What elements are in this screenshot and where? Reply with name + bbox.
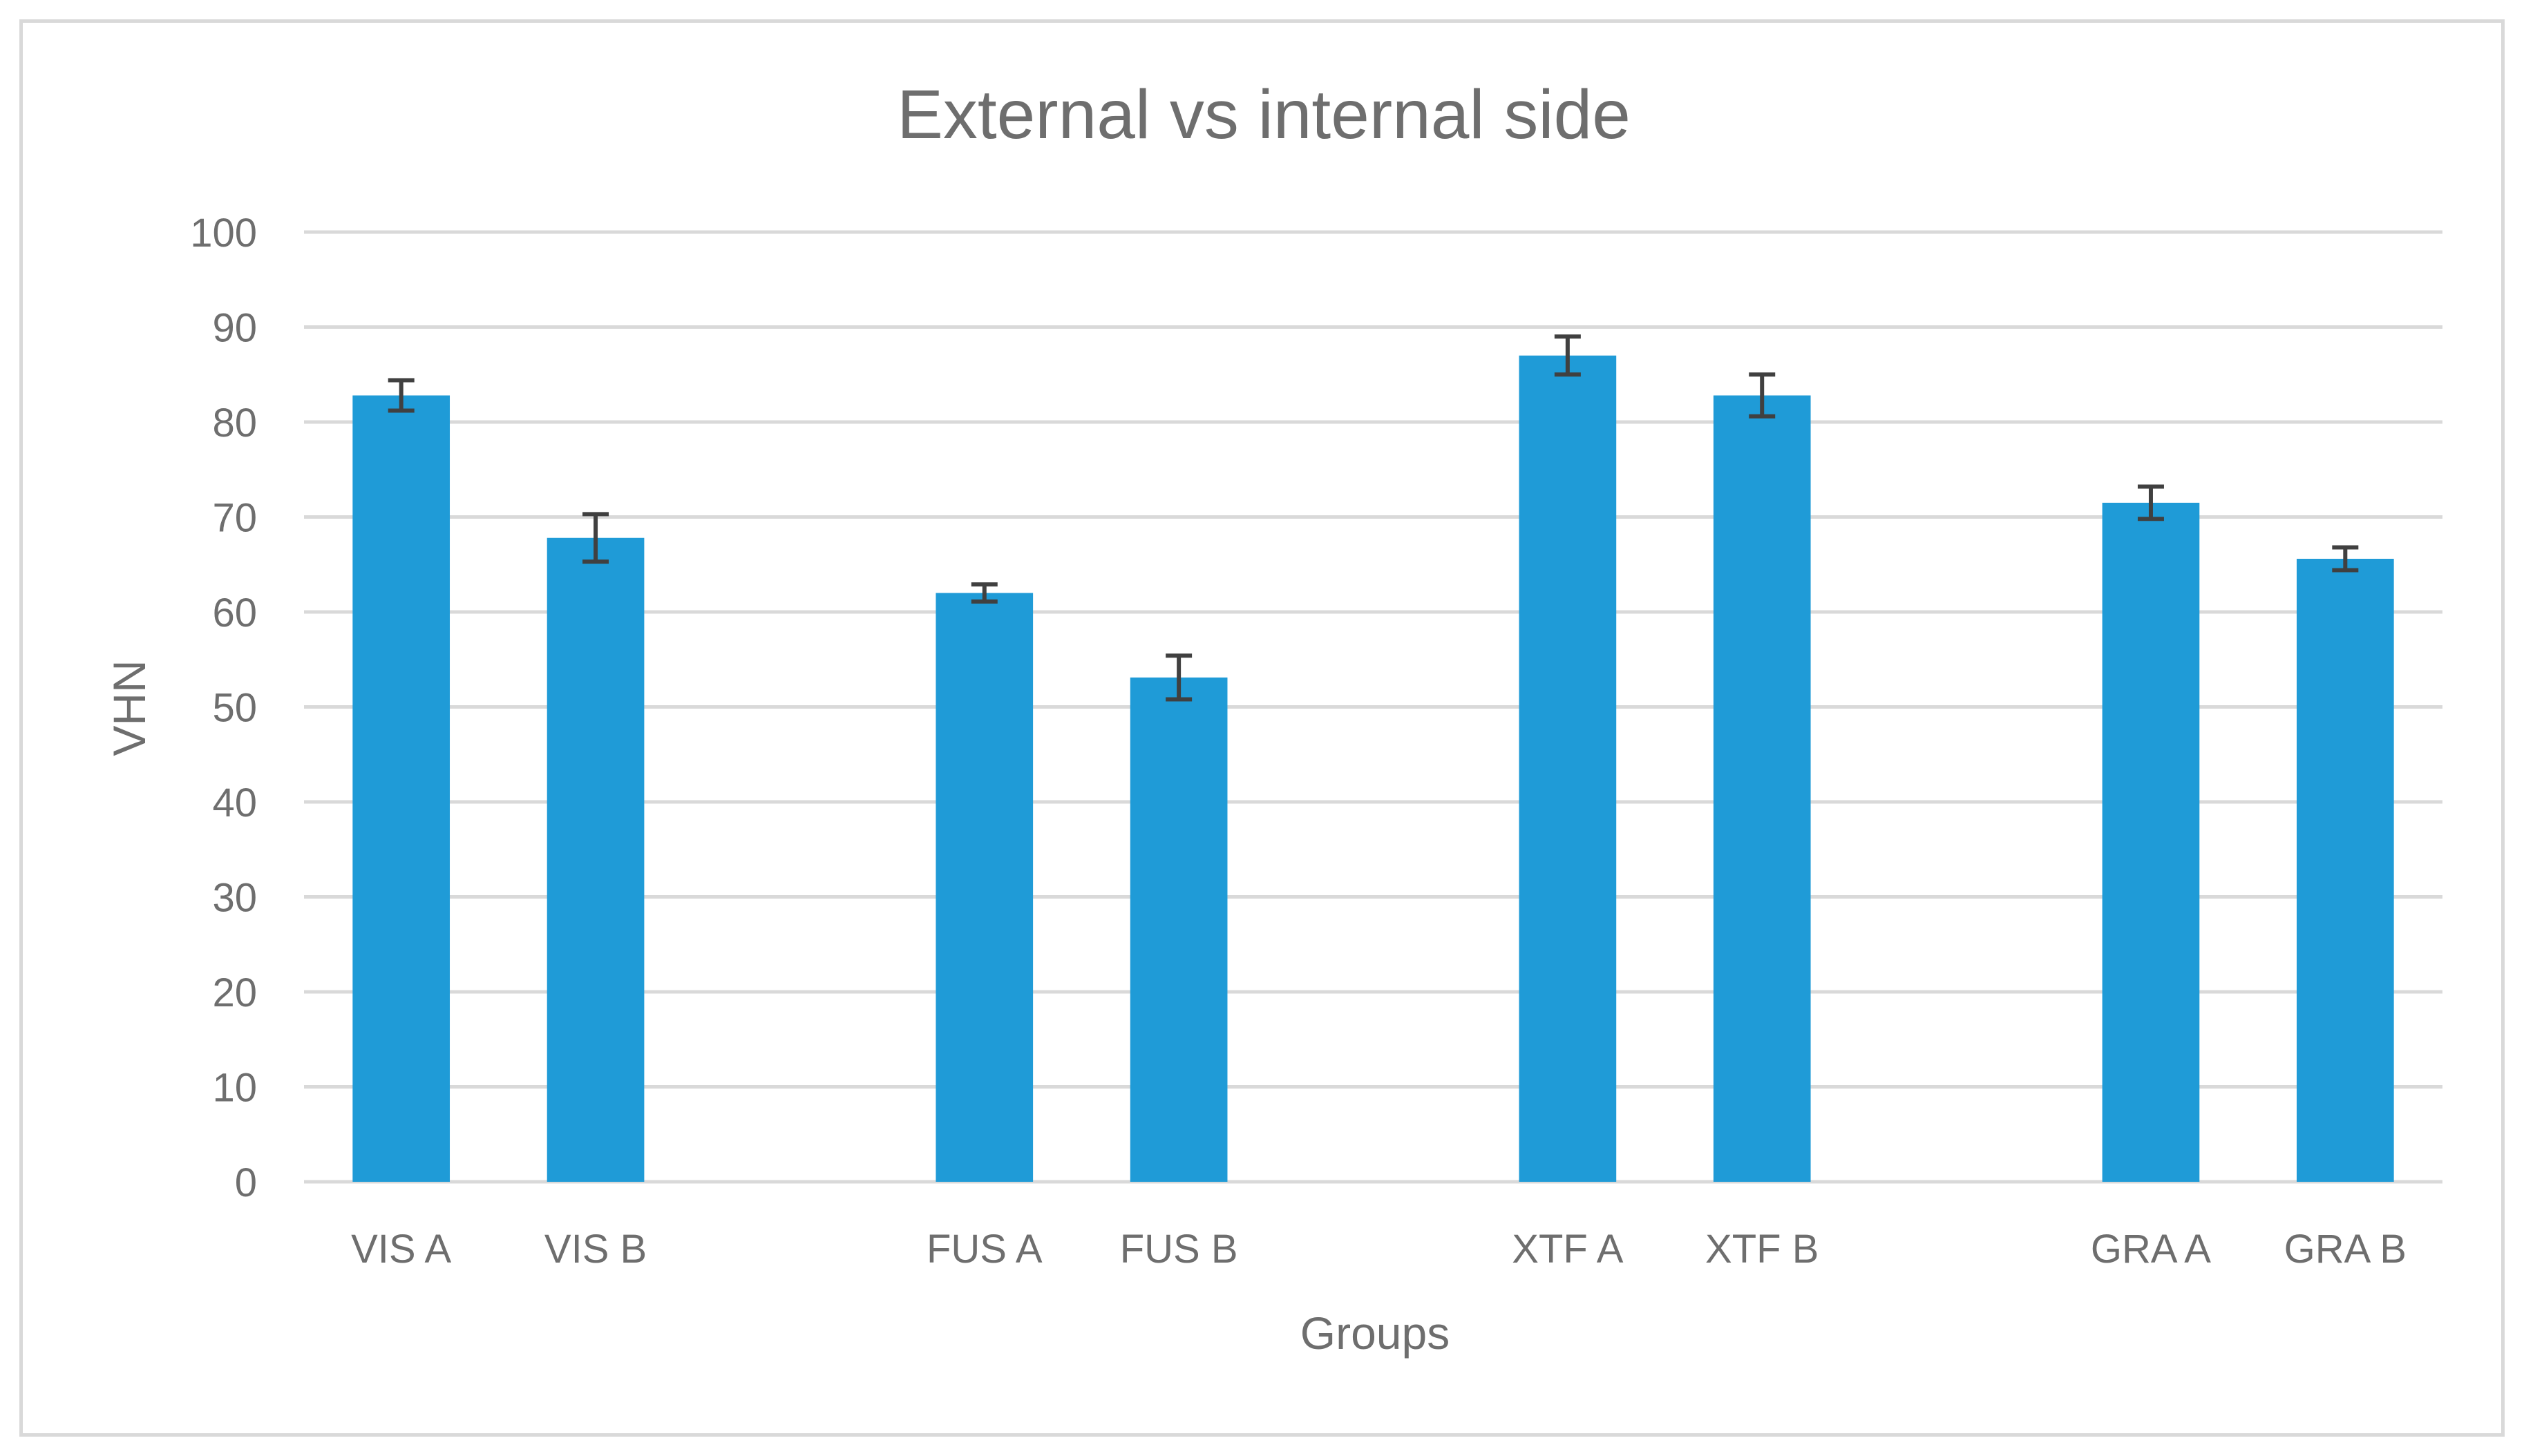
x-tick-label: GRA B: [2284, 1227, 2407, 1272]
gridlines: [304, 230, 2442, 1184]
x-tick-label: VIS B: [544, 1227, 647, 1272]
x-tick-label: FUS B: [1120, 1227, 1238, 1272]
y-tick-label: 10: [212, 1066, 257, 1111]
y-tick-label: 70: [212, 496, 257, 541]
x-axis-ticks: VIS A VIS B FUS A FUS B XTF A XTF B GRA A GRA B: [351, 1227, 2407, 1272]
error-bar: [1749, 372, 1776, 419]
error-bar: [2137, 484, 2164, 521]
x-tick-label: GRA A: [2091, 1227, 2211, 1272]
y-tick-label: 80: [212, 401, 257, 446]
y-tick-label: 40: [212, 780, 257, 825]
x-tick-label: XTF B: [1705, 1227, 1819, 1272]
y-tick-label: 20: [212, 970, 257, 1015]
y-tick-label: 60: [212, 591, 257, 635]
x-tick-label: FUS A: [927, 1227, 1043, 1272]
error-bar: [1166, 653, 1193, 702]
error-bar: [1554, 334, 1581, 377]
y-axis-label: VHN: [104, 660, 155, 756]
x-tick-label: XTF A: [1512, 1227, 1623, 1272]
bar: [547, 537, 645, 1182]
x-tick-label: VIS A: [351, 1227, 451, 1272]
error-bars: [388, 334, 2359, 702]
y-tick-label: 30: [212, 876, 257, 921]
bar: [1519, 355, 1617, 1182]
y-tick-label: 90: [212, 306, 257, 351]
error-bar: [388, 378, 415, 413]
error-bar: [2332, 545, 2359, 573]
error-bar: [971, 582, 998, 604]
y-tick-label: 50: [212, 686, 257, 731]
bar: [1130, 677, 1228, 1182]
bar: [352, 395, 450, 1182]
error-bar: [582, 512, 609, 564]
y-tick-label: 100: [190, 211, 257, 256]
y-tick-label: 0: [235, 1160, 257, 1205]
bar: [2102, 502, 2200, 1182]
bar: [936, 593, 1034, 1182]
bars: [352, 355, 2394, 1182]
chart-title: External vs internal side: [897, 76, 1631, 153]
bar: [1713, 395, 1811, 1182]
x-axis-label: Groups: [1300, 1307, 1450, 1359]
y-axis-ticks: 0 10 20 30 40 50 60 70 80 90 100: [190, 211, 257, 1205]
bar: [2296, 559, 2394, 1182]
